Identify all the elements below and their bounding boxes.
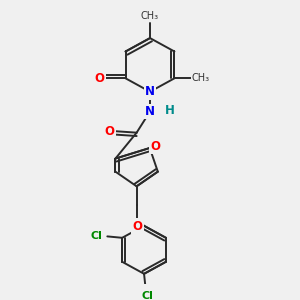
Text: O: O [104,125,114,138]
Text: CH₃: CH₃ [191,73,210,83]
Text: CH₃: CH₃ [141,11,159,21]
Text: O: O [132,220,142,233]
Text: O: O [150,140,160,153]
Text: N: N [145,105,155,118]
Text: Cl: Cl [141,291,153,300]
Text: Cl: Cl [91,231,103,242]
Text: H: H [164,103,174,117]
Text: O: O [95,72,105,85]
Text: N: N [145,85,155,98]
